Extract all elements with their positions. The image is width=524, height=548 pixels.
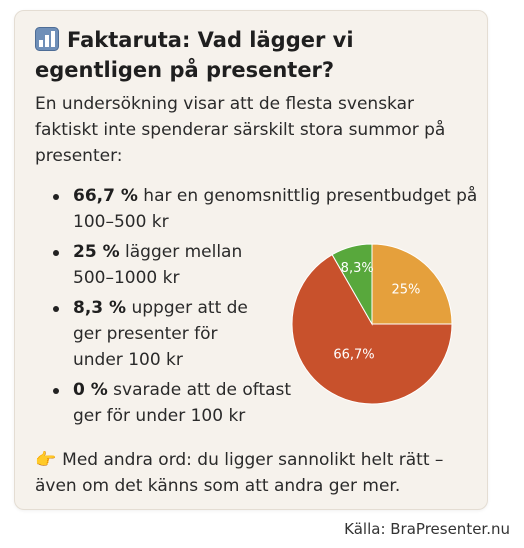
pie-slice-label: 66,7% bbox=[333, 348, 374, 363]
pointing-hand-icon: 👉 bbox=[35, 450, 57, 470]
stat-text: lägger mellan 500–1000 kr bbox=[73, 242, 243, 288]
stat-text: har en genomsnittlig presentbudget på 10… bbox=[73, 186, 478, 232]
pie-chart: 66,7% 8,3% 25% bbox=[291, 243, 453, 405]
source-credit: Källa: BraPresenter.nu bbox=[344, 520, 510, 538]
title-text: Faktaruta: Vad lägger vi egentligen på p… bbox=[35, 28, 354, 82]
footer-text: Med andra ord: du ligger sannolikt helt … bbox=[35, 450, 444, 496]
stat-value: 25 % bbox=[73, 242, 120, 262]
stat-value: 8,3 % bbox=[73, 298, 127, 318]
stat-item-budget-500-1000: 25 % lägger mellan 500–1000 kr bbox=[35, 239, 273, 291]
pie-slice bbox=[371, 243, 453, 325]
fact-box: Faktaruta: Vad lägger vi egentligen på p… bbox=[14, 10, 488, 510]
fact-box-title: Faktaruta: Vad lägger vi egentligen på p… bbox=[35, 25, 475, 85]
stat-value: 66,7 % bbox=[73, 186, 138, 206]
bar-chart-icon bbox=[35, 27, 59, 51]
stat-text: svarade att de oftast ger för under 100 … bbox=[73, 380, 292, 426]
stat-item-budget-100-500: 66,7 % har en genomsnittlig presentbudge… bbox=[35, 183, 485, 235]
pie-slice-label: 8,3% bbox=[341, 261, 374, 276]
footer-note: 👉 Med andra ord: du ligger sannolikt helt… bbox=[35, 447, 475, 499]
intro-text: En undersökning visar att de flesta sven… bbox=[35, 94, 446, 166]
stat-value: 0 % bbox=[73, 380, 108, 400]
stat-item-zero-percent: 0 % svarade att de oftast ger för under … bbox=[35, 377, 303, 429]
stat-text: uppger att de ger presenter för under 10… bbox=[73, 298, 248, 370]
stats-list: 66,7 % har en genomsnittlig presentbudge… bbox=[35, 183, 485, 433]
stat-item-budget-under-100: 8,3 % uppger att de ger presenter för un… bbox=[35, 295, 263, 373]
pie-slice bbox=[291, 253, 453, 405]
pie-slice-label: 25% bbox=[391, 283, 420, 298]
